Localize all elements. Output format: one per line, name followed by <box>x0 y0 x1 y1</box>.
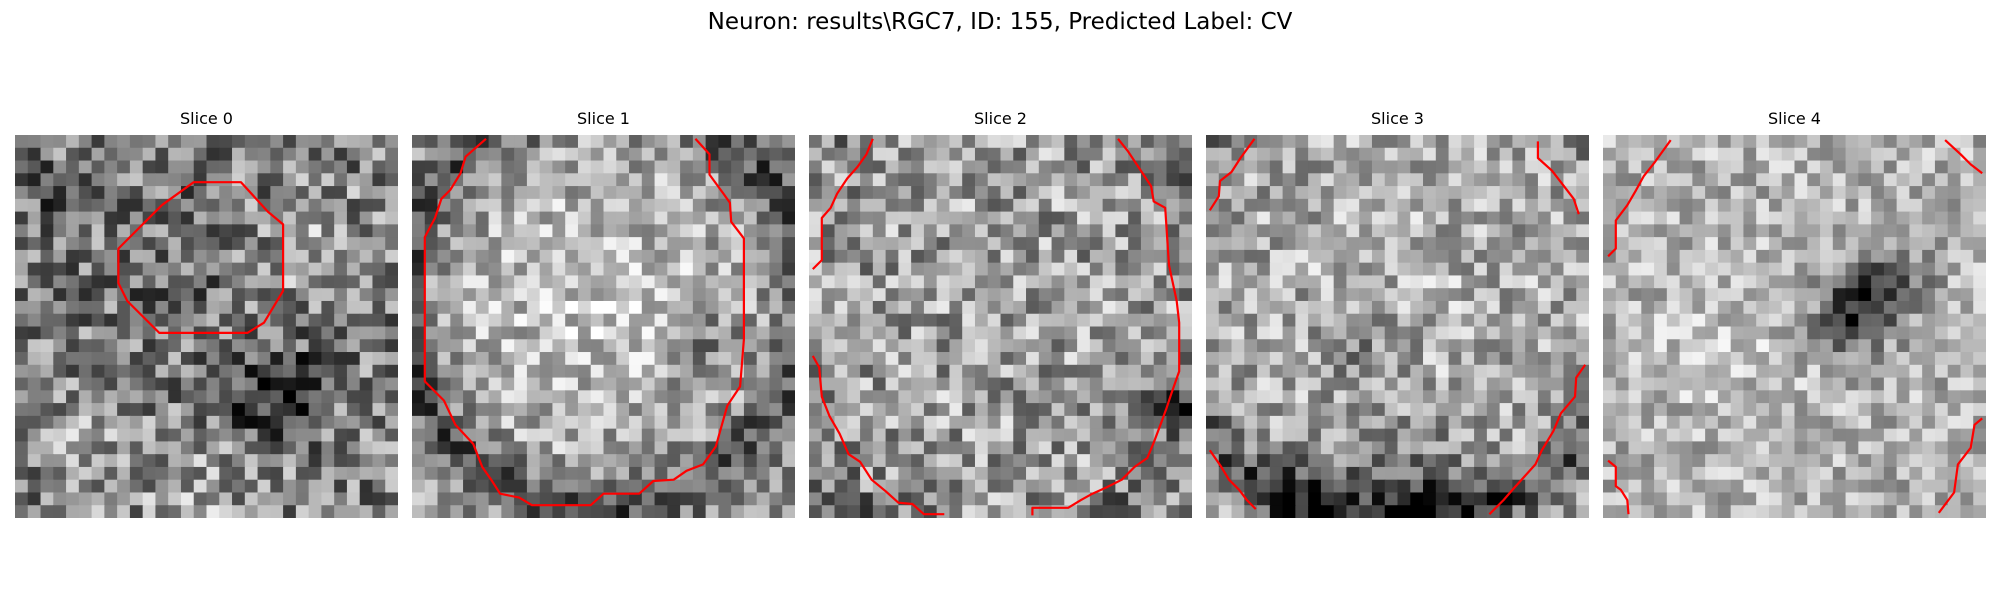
slice-panel-3: Slice 3 <box>1206 108 1589 518</box>
slice-image-0 <box>15 135 398 518</box>
slice-pixels-0 <box>15 135 398 518</box>
contour-line-2-0 <box>812 138 874 270</box>
slice-panel-0: Slice 0 <box>15 108 398 518</box>
slice-panel-4: Slice 4 <box>1603 108 1986 518</box>
contour-line-4-2 <box>1937 417 1983 514</box>
contour-line-3-0 <box>1208 138 1256 211</box>
slice-title-4: Slice 4 <box>1768 109 1821 128</box>
slice-title-0: Slice 0 <box>180 109 233 128</box>
slice-image-2 <box>809 135 1192 518</box>
contour-line-4-0 <box>1607 139 1672 258</box>
slice-image-3 <box>1206 135 1589 518</box>
contour-line-0-0 <box>117 181 285 334</box>
contour-line-1-0 <box>423 137 487 301</box>
contour-line-3-3 <box>1208 449 1257 510</box>
contour-line-3-1 <box>1536 141 1580 215</box>
contour-line-4-1 <box>1944 139 1983 175</box>
contour-line-2-2 <box>811 355 945 516</box>
slice-title-1: Slice 1 <box>577 109 630 128</box>
slice-pixels-3 <box>1206 135 1589 518</box>
slice-title-2: Slice 2 <box>974 109 1027 128</box>
contour-line-4-3 <box>1607 459 1630 515</box>
slice-panel-2: Slice 2 <box>809 108 1192 518</box>
contour-line-2-1 <box>1031 138 1181 516</box>
slice-image-4 <box>1603 135 1986 518</box>
slice-pixels-2 <box>809 135 1192 518</box>
slice-image-1 <box>412 135 795 518</box>
slice-panel-1: Slice 1 <box>412 108 795 518</box>
slice-title-3: Slice 3 <box>1371 109 1424 128</box>
slice-pixels-4 <box>1603 135 1986 518</box>
contour-line-3-2 <box>1488 364 1587 515</box>
slice-pixels-1 <box>412 135 795 518</box>
contour-line-1-1 <box>423 138 745 507</box>
figure-title: Neuron: results\RGC7, ID: 155, Predicted… <box>707 9 1293 35</box>
